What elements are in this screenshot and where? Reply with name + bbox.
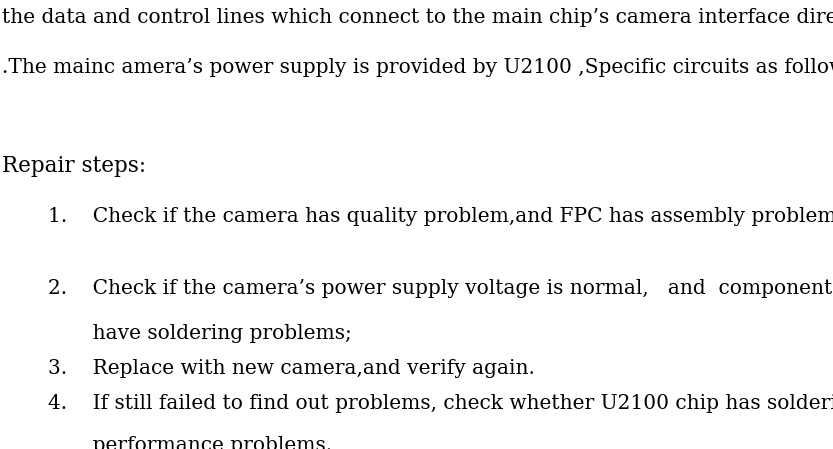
Text: 1.    Check if the camera has quality problem,and FPC has assembly problem;: 1. Check if the camera has quality probl… — [48, 207, 833, 225]
Text: have soldering problems;: have soldering problems; — [48, 324, 352, 343]
Text: .The mainc amera’s power supply is provided by U2100 ,Specific circuits as follo: .The mainc amera’s power supply is provi… — [2, 58, 833, 77]
Text: the data and control lines which connect to the main chip’s camera interface dir: the data and control lines which connect… — [2, 8, 833, 27]
Text: performance problems.: performance problems. — [48, 436, 332, 449]
Text: 3.    Replace with new camera,and verify again.: 3. Replace with new camera,and verify ag… — [48, 359, 535, 378]
Text: 2.    Check if the camera’s power supply voltage is normal,   and  components ar: 2. Check if the camera’s power supply vo… — [48, 279, 833, 298]
Text: 4.    If still failed to find out problems, check whether U2100 chip has solderi: 4. If still failed to find out problems,… — [48, 394, 833, 413]
Text: Repair steps:: Repair steps: — [2, 155, 146, 177]
